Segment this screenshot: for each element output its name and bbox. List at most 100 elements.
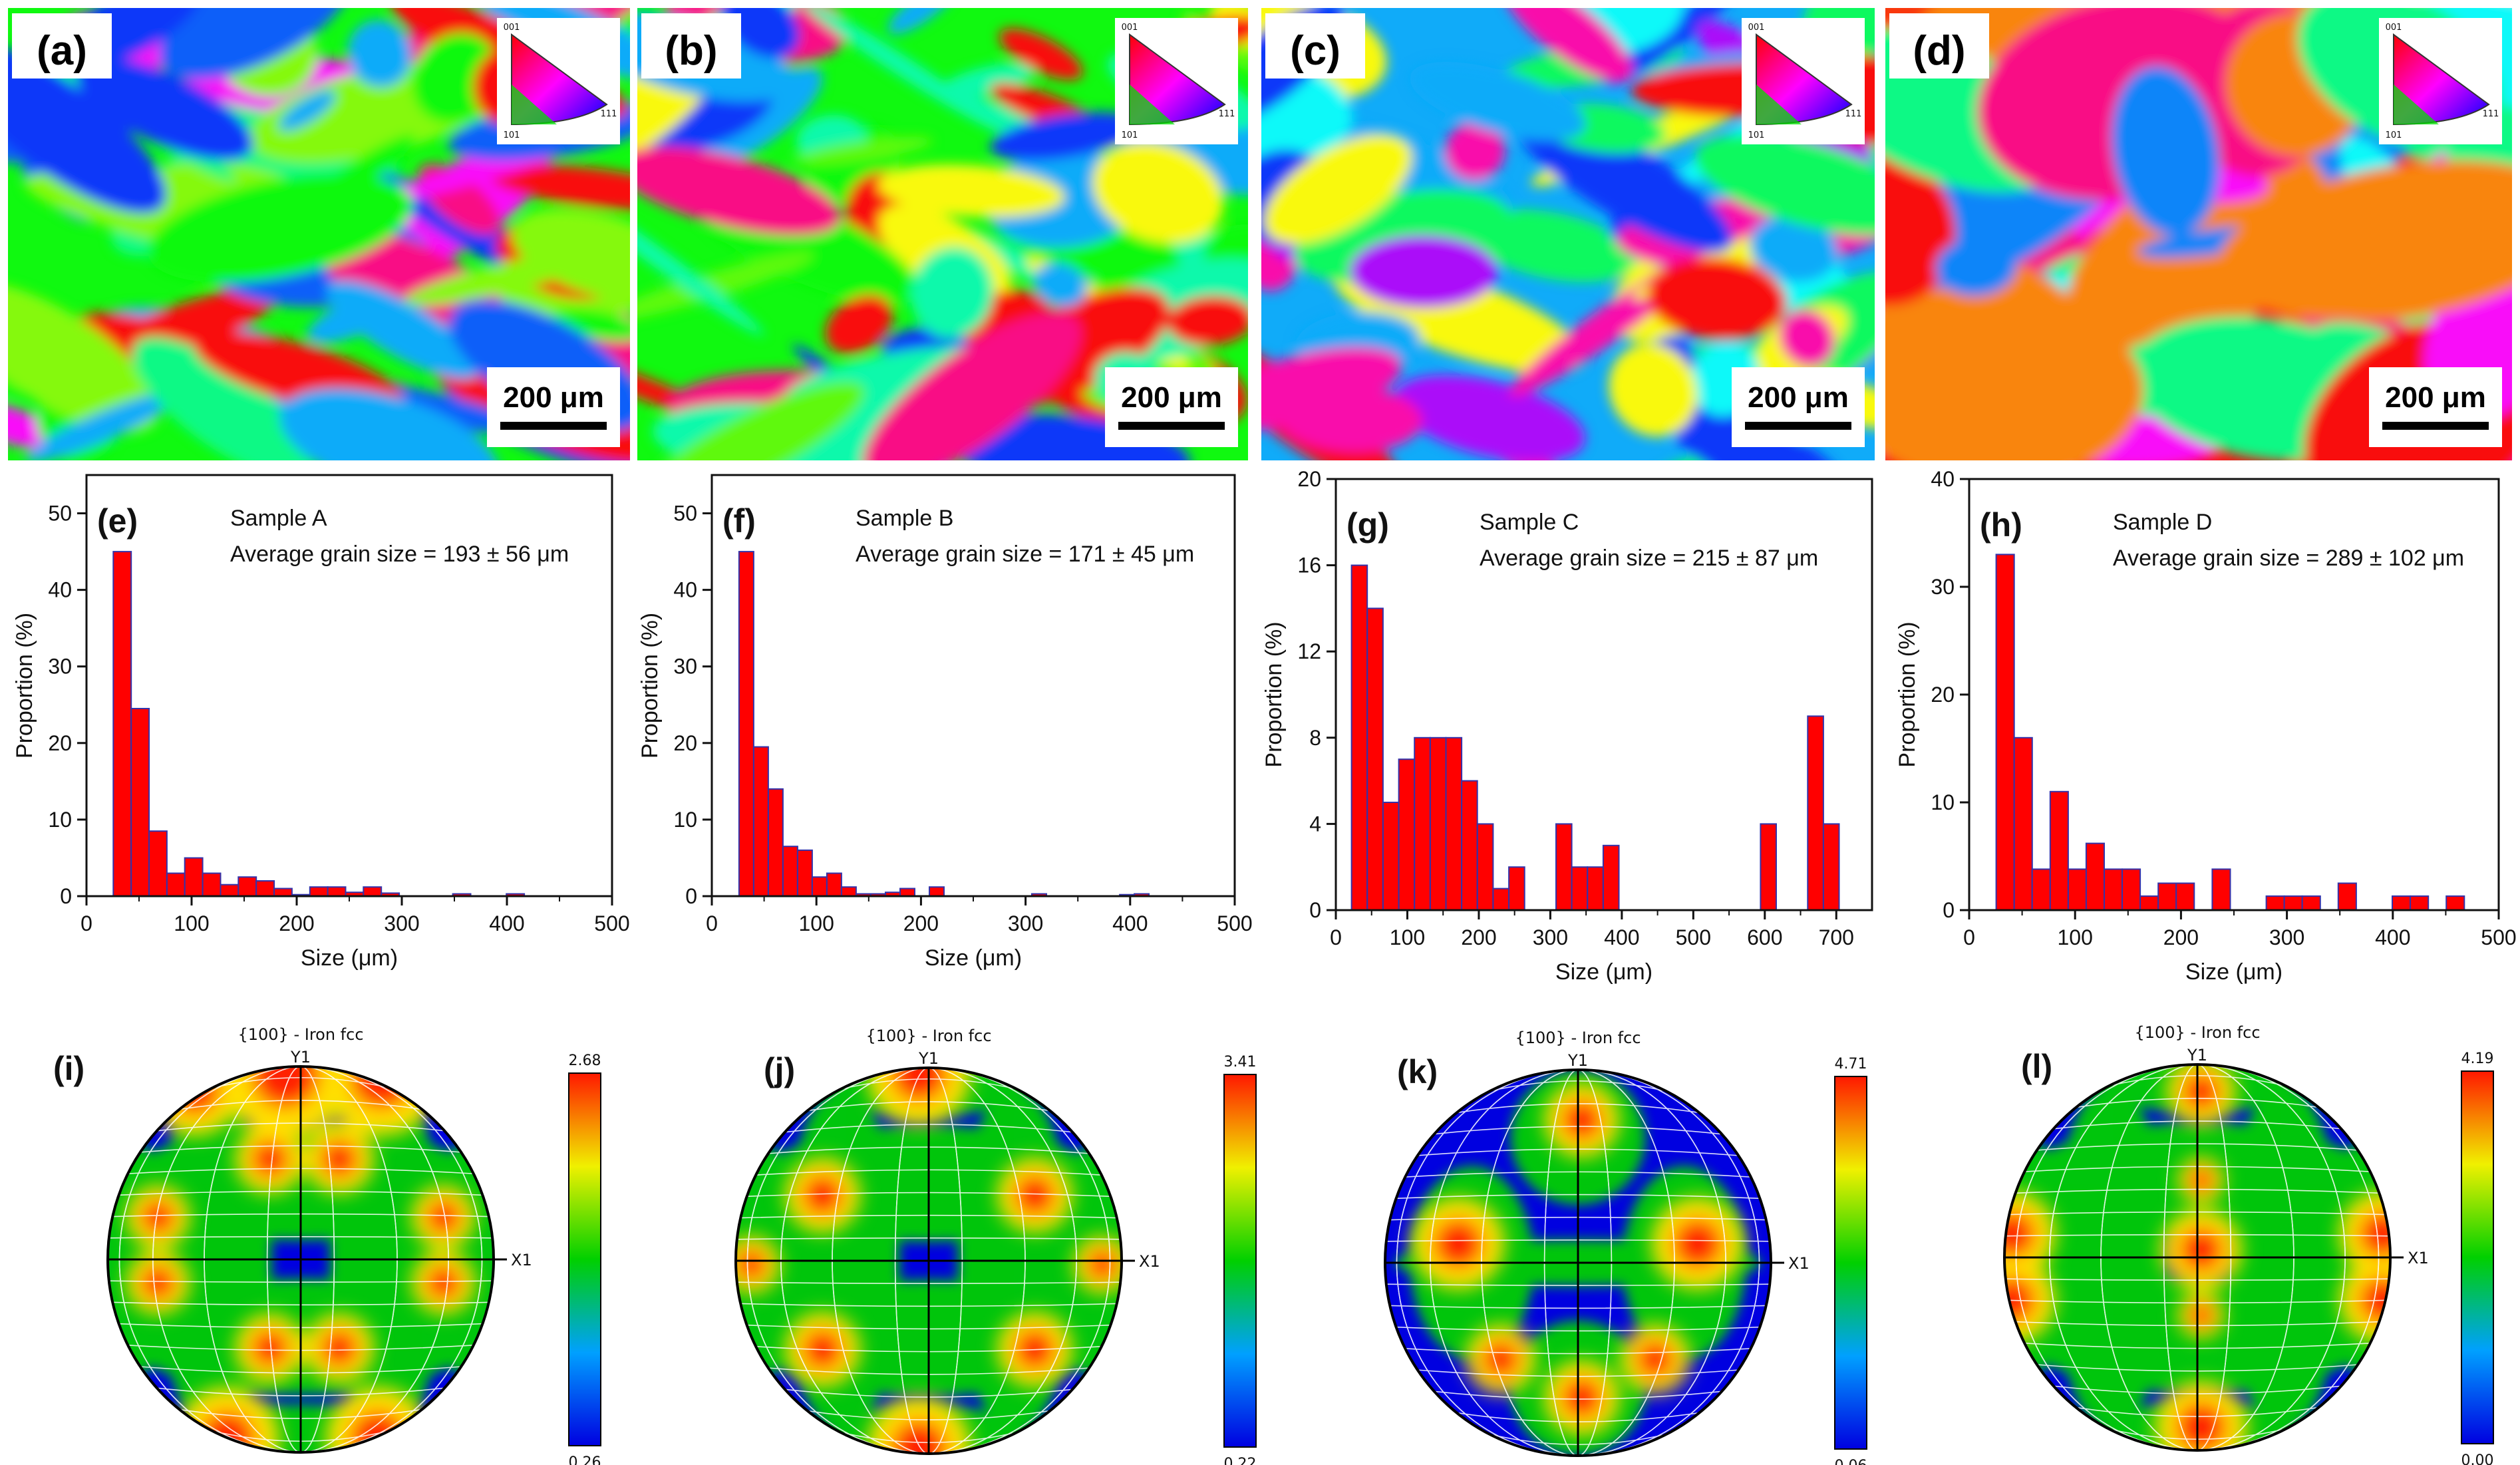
- grain: [1349, 235, 1498, 308]
- grain: [1445, 122, 1505, 180]
- grain: [8, 39, 166, 214]
- ipf-label-111: 111: [1219, 109, 1235, 119]
- color-bar-min: 0.06: [1835, 1458, 1867, 1465]
- pf-hot-core: [251, 1329, 289, 1367]
- histogram-bar: [220, 884, 239, 897]
- histogram-bar: [1508, 866, 1525, 911]
- ipf-label-101: 101: [2386, 130, 2402, 140]
- grain: [8, 399, 65, 450]
- x-tick-label: 300: [2269, 925, 2304, 949]
- histogram-bar: [2122, 868, 2141, 911]
- histogram-bar: [1461, 780, 1478, 911]
- pf-axis-y-label: Y1: [2187, 1046, 2207, 1064]
- grain: [1885, 296, 2143, 460]
- histogram-bar: [112, 551, 132, 897]
- x-tick-label: 200: [1461, 925, 1496, 949]
- x-tick-label: 500: [1676, 925, 1711, 949]
- scale-bar-label: 200 μm: [1121, 381, 1222, 414]
- x-tick-label: 100: [799, 911, 834, 935]
- grain: [1779, 309, 1835, 367]
- panel-label-box: [1265, 13, 1365, 79]
- plot-frame: [1335, 478, 1873, 911]
- scale-bar-box: [487, 367, 620, 447]
- histogram-bar: [1398, 758, 1416, 911]
- sample-title: Sample C: [1480, 510, 1579, 535]
- y-tick-label: 0: [1309, 898, 1321, 922]
- grain: [25, 391, 181, 460]
- grain: [2112, 66, 2220, 236]
- x-tick-label: 600: [1747, 925, 1782, 949]
- histogram-bar: [2013, 736, 2033, 911]
- average-grain-size: Average grain size = 289 ± 102 μm: [2113, 546, 2464, 571]
- ipf-label-101: 101: [504, 130, 520, 140]
- y-tick-label: 40: [673, 578, 697, 602]
- histogram-bar: [1760, 823, 1777, 911]
- ebsd-map-c: (c) 001 101 111 200 μm: [1261, 8, 1875, 460]
- x-tick-label: 300: [1533, 925, 1568, 949]
- grain: [1502, 8, 1633, 83]
- color-bar-max: 4.19: [2461, 1051, 2494, 1067]
- pf-hot-core: [140, 1200, 175, 1234]
- histogram-bar: [1366, 607, 1384, 911]
- pf-title: {100} - Iron fcc: [2134, 1023, 2260, 1042]
- histogram-g: 0 100 200 300 400 500 600 700 0 4 8 12 16 20 Size (μm)…: [1261, 467, 1873, 985]
- pole-figure-l: {100} - Iron fcc Y1 X1 (l) 4.19 0.00: [2003, 1023, 2494, 1465]
- pf-hot-core: [802, 1175, 843, 1216]
- x-tick-label: 100: [2058, 925, 2093, 949]
- grain: [279, 90, 336, 131]
- y-tick-label: 10: [673, 808, 697, 832]
- histogram-bar: [1429, 736, 1447, 911]
- grain: [132, 337, 311, 460]
- ipf-label-111: 111: [1845, 109, 1862, 119]
- y-tick-label: 30: [48, 655, 72, 679]
- grain: [877, 164, 1065, 218]
- histogram-bar: [2085, 842, 2105, 911]
- scale-bar-box: [1105, 367, 1238, 447]
- pf-axis-x-label: X1: [2408, 1249, 2429, 1267]
- grain: [1750, 214, 1838, 282]
- pf-hot-core: [2004, 1211, 2036, 1257]
- pf-hot-core: [251, 1066, 319, 1108]
- pf-hot-core: [2189, 1303, 2214, 1328]
- pf-hot-core: [2182, 1072, 2220, 1110]
- histogram-h: 0 100 200 300 400 500 0 10 20 30 40 Size (μm) Propor…: [1895, 467, 2517, 985]
- x-tick-label: 300: [1008, 911, 1043, 935]
- histogram-bar: [202, 872, 222, 897]
- histogram-bar: [1555, 823, 1573, 911]
- histogram-bar: [2139, 895, 2159, 911]
- x-axis-label: Size (μm): [301, 945, 398, 971]
- grain: [158, 8, 352, 80]
- histogram-bar: [782, 846, 798, 897]
- histogram-bar: [1807, 715, 1824, 911]
- y-tick-label: 10: [1931, 790, 1955, 814]
- x-tick-label: 400: [1112, 911, 1148, 935]
- scale-bar-label: 200 μm: [2385, 381, 2486, 414]
- histogram-bar: [184, 857, 204, 897]
- x-tick-label: 200: [2163, 925, 2199, 949]
- histogram-bar: [1822, 823, 1840, 911]
- pf-outline: [106, 1065, 495, 1454]
- pole-figure-j: {100} - Iron fcc Y1 X1 (j) 3.41 0.22: [734, 1027, 1257, 1465]
- histogram-bar: [2301, 895, 2321, 911]
- histogram-bar: [1476, 823, 1494, 911]
- ipf-green: [1756, 84, 1802, 124]
- x-tick-label: 400: [2375, 925, 2410, 949]
- y-tick-label: 50: [48, 502, 72, 526]
- color-bar-max: 4.71: [1835, 1056, 1867, 1072]
- x-tick-label: 0: [80, 911, 92, 935]
- pf-hot-core: [736, 1249, 767, 1281]
- pf-hot-core: [891, 1420, 947, 1454]
- plot-frame: [710, 474, 1236, 897]
- grain: [278, 134, 416, 232]
- histogram-bar: [130, 708, 150, 897]
- histogram-bar: [2175, 882, 2195, 911]
- grain: [1261, 347, 1402, 430]
- panel-label: (k): [1397, 1053, 1438, 1090]
- grain: [8, 282, 159, 433]
- panel-label: (f): [722, 502, 756, 540]
- pf-hot-core: [1561, 1377, 1602, 1418]
- histogram-bar: [2265, 895, 2285, 911]
- y-tick-label: 0: [60, 884, 72, 908]
- grain: [825, 295, 893, 354]
- pf-hot-core: [1637, 1341, 1674, 1378]
